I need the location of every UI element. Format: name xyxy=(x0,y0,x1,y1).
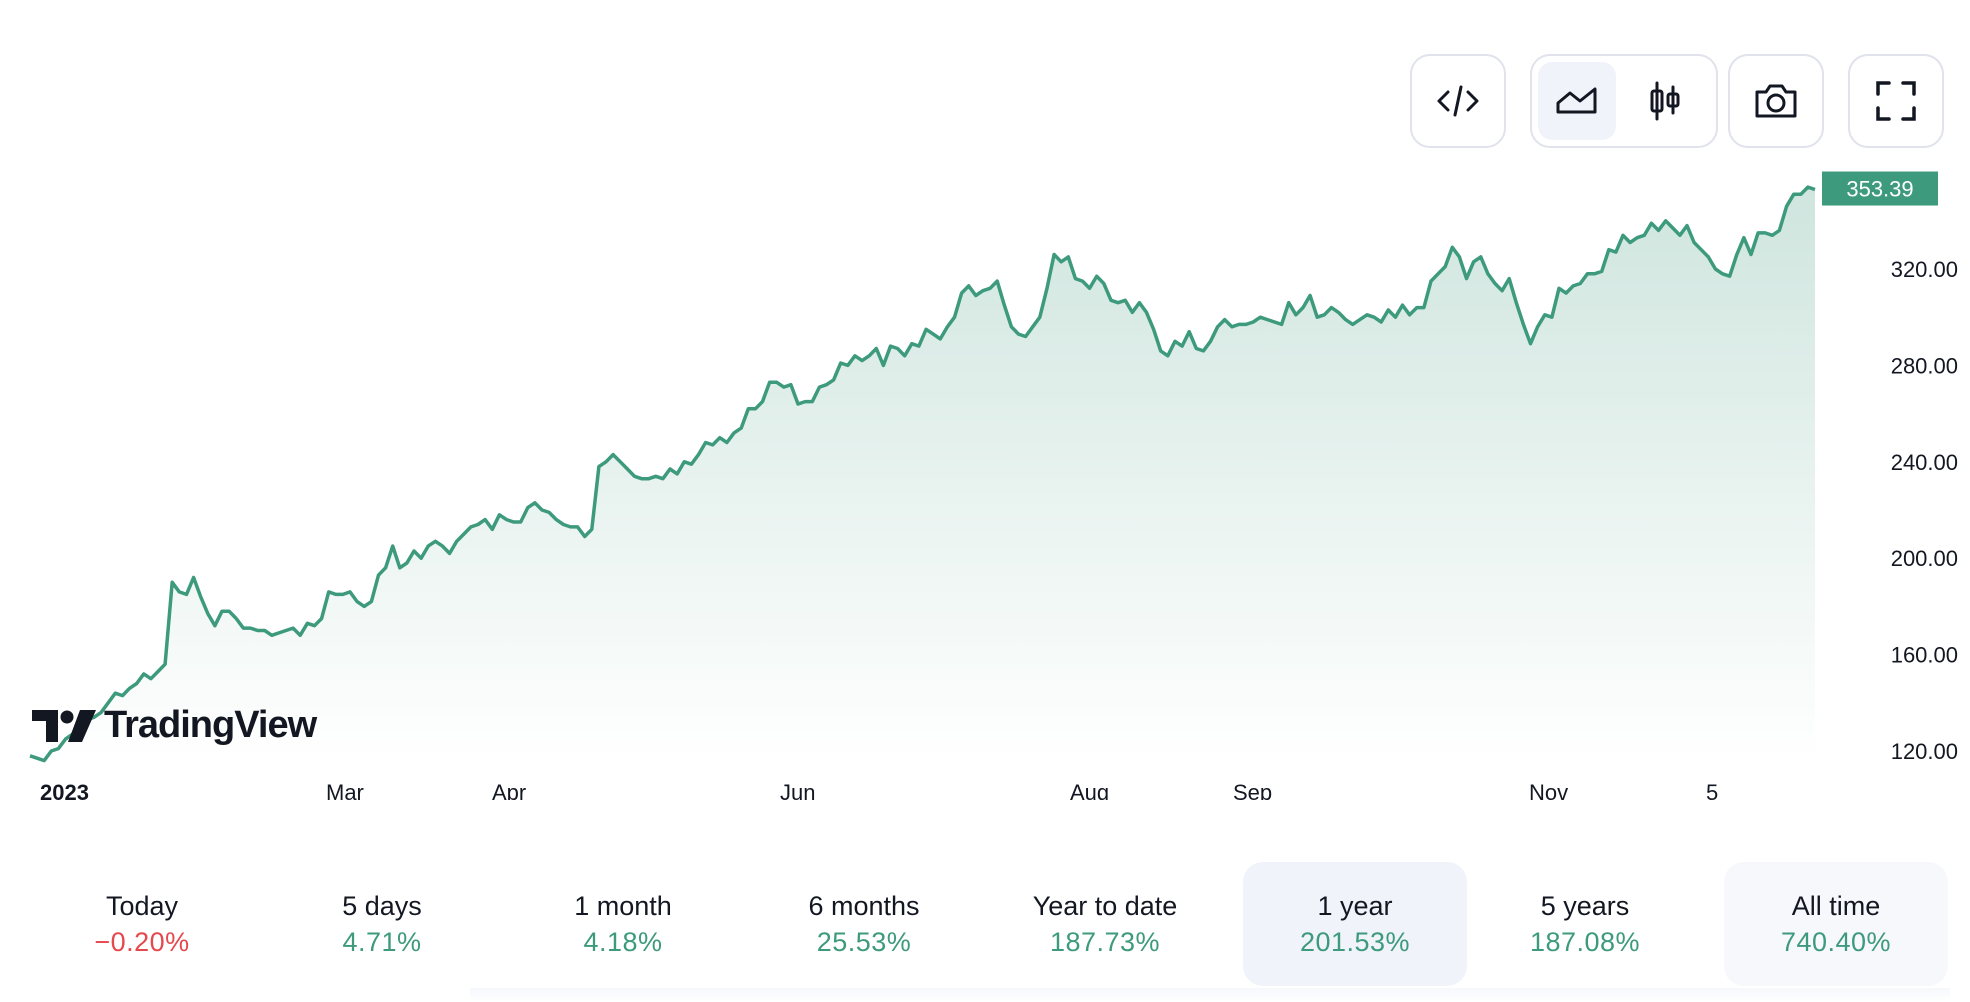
x-tick-label: Jun xyxy=(780,780,815,800)
x-tick-label: Mar xyxy=(326,780,364,800)
price-area-fill xyxy=(30,187,1815,761)
last-price-label: 353.39 xyxy=(1846,177,1913,202)
range-change-value: −0.20% xyxy=(94,927,190,957)
y-tick-label: 280.00 xyxy=(1891,353,1958,378)
range-label: 5 years xyxy=(1540,891,1630,921)
range-change-value: 4.18% xyxy=(583,927,663,957)
last-price-badge xyxy=(1822,171,1938,206)
x-tick-label: Apr xyxy=(492,780,526,800)
price-line-series xyxy=(29,185,1816,763)
range-change-value: 187.73% xyxy=(1049,927,1161,957)
camera-icon xyxy=(1730,56,1822,146)
fullscreen-icon xyxy=(1850,56,1942,146)
y-tick-label: 160.00 xyxy=(1891,643,1958,668)
range-label: 1 year xyxy=(1317,891,1393,921)
range-all-time[interactable]: All time 740.40% xyxy=(1724,862,1948,986)
range-change-value: 201.53% xyxy=(1299,927,1411,957)
y-tick-label: 200.00 xyxy=(1891,546,1958,571)
range-change-value: 740.40% xyxy=(1780,927,1892,957)
range-change-value: 4.71% xyxy=(342,927,422,957)
snapshot-button[interactable] xyxy=(1728,54,1824,148)
range-change-value: 187.08% xyxy=(1529,927,1641,957)
range-1-year[interactable]: 1 year 201.53% xyxy=(1243,862,1467,986)
last-price-tag: 353.39 xyxy=(1822,171,1938,206)
range-5-years[interactable]: 5 years 187.08% xyxy=(1473,862,1697,986)
y-tick-label: 120.00 xyxy=(1891,739,1958,764)
time-range-selector: Today −0.20% 5 days 4.71% 1 month 4.18% 6 mont… xyxy=(30,862,1950,986)
range-1-month[interactable]: 1 month 4.18% xyxy=(511,862,735,986)
range-year-to-date[interactable]: Year to date 187.73% xyxy=(993,862,1217,986)
x-tick-label: 2023 xyxy=(40,780,89,800)
x-tick-label: Aug xyxy=(1070,780,1109,800)
tradingview-logo: TradingView xyxy=(32,700,317,750)
range-label: Today xyxy=(105,891,179,921)
range-label: All time xyxy=(1791,891,1881,921)
x-tick-label: Sep xyxy=(1233,780,1272,800)
bottom-divider xyxy=(470,988,1950,1002)
area-chart-icon xyxy=(1556,87,1597,114)
x-axis: 2023 Mar Apr Jun Aug Sep Nov 5 xyxy=(40,780,1718,800)
range-label: 1 month xyxy=(574,891,672,921)
x-tick-label: 5 xyxy=(1706,780,1718,800)
embed-code-button[interactable] xyxy=(1410,54,1506,148)
code-icon xyxy=(1412,56,1504,146)
plot-area xyxy=(29,185,1816,763)
area-chart-button[interactable] xyxy=(1538,62,1616,140)
y-axis: 120.00 160.00 200.00 240.00 280.00 320.00 xyxy=(1891,257,1958,764)
range-label: 6 months xyxy=(808,891,920,921)
x-tick-label: Nov xyxy=(1529,780,1568,800)
range-label: Year to date xyxy=(1032,891,1178,921)
candlestick-chart-button[interactable] xyxy=(1626,62,1704,140)
range-change-value: 25.53% xyxy=(816,927,912,957)
candlestick-icon xyxy=(1650,81,1680,121)
y-tick-label: 240.00 xyxy=(1891,450,1958,475)
logo-text: TradingView xyxy=(104,703,317,746)
y-tick-label: 320.00 xyxy=(1891,257,1958,282)
price-chart[interactable]: 120.00 160.00 200.00 240.00 280.00 320.00 202… xyxy=(0,0,1970,800)
tradingview-logo-icon xyxy=(32,710,96,742)
chart-style-group xyxy=(1530,54,1718,148)
range-label: 5 days xyxy=(342,891,422,921)
range-5-days[interactable]: 5 days 4.71% xyxy=(270,862,494,986)
fullscreen-button[interactable] xyxy=(1848,54,1944,148)
range-6-months[interactable]: 6 months 25.53% xyxy=(752,862,976,986)
range-today[interactable]: Today −0.20% xyxy=(30,862,254,986)
